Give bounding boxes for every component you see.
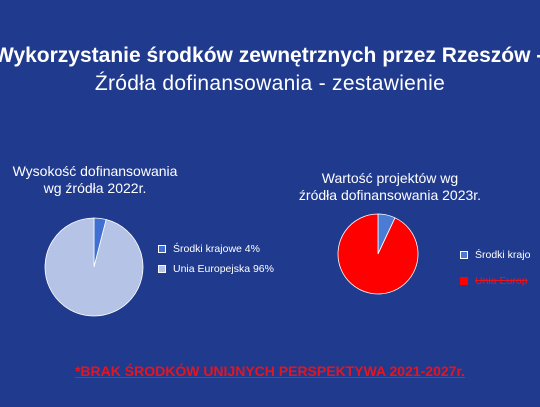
chart2-title: Wartość projektów wg źródła dofinansowan… (290, 170, 490, 204)
chart2-legend-swatch-krajowe (460, 251, 468, 259)
chart2-title-line2: źródła dofinansowania 2023r. (298, 187, 482, 203)
chart1-title: Wysokość dofinansowania wg źródła 2022r. (0, 163, 190, 197)
chart1-slice-unia (44, 217, 144, 317)
chart1-legend-item-unia: Unia Europejska 96% (158, 263, 274, 275)
chart2-legend-label-unia: Unia Europ (475, 275, 528, 287)
chart2-legend-item-krajowe: Środki krajo (460, 249, 540, 265)
chart2-legend-item-unia: Unia Europ (460, 275, 540, 291)
chart1-legend-label-unia: Unia Europejska 96% (173, 263, 274, 275)
chart2-title-line1: Wartość projektów wg (321, 170, 459, 186)
chart1-legend-label-krajowe: Środki krajowe 4% (173, 243, 260, 255)
page-subtitle: Źródła dofinansowania - zestawienie (94, 72, 446, 95)
chart1-legend-swatch-krajowe (158, 245, 166, 253)
chart1-title-line2: wg źródła 2022r. (43, 180, 147, 196)
page-title: Wykorzystanie środków zewnętrznych przez… (0, 44, 540, 70)
chart2-legend-swatch-unia (460, 277, 468, 285)
page-title-text: Wykorzystanie środków zewnętrznych przez… (0, 44, 540, 67)
chart1-legend-swatch-unia (158, 265, 166, 273)
chart1-pie (44, 217, 144, 317)
chart1-legend-item-krajowe: Środki krajowe 4% (158, 243, 260, 255)
footer-note: *BRAK ŚRODKÓW UNIJNYCH PERSPEKTYWA 2021-… (74, 363, 466, 379)
chart1-title-line1: Wysokość dofinansowania (12, 163, 178, 179)
chart2-pie (337, 213, 419, 295)
chart2-legend-label-krajowe: Środki krajo (475, 249, 531, 261)
chart2-slice-unia (337, 213, 419, 295)
